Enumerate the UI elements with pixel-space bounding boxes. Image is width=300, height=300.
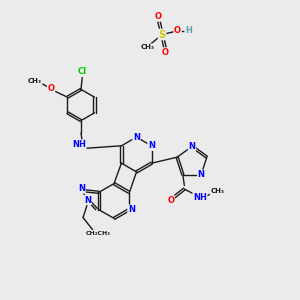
Text: N: N bbox=[78, 184, 85, 193]
Text: O: O bbox=[162, 48, 169, 57]
Text: N: N bbox=[84, 196, 91, 205]
Text: CH₃: CH₃ bbox=[28, 78, 42, 84]
Text: N: N bbox=[198, 170, 205, 179]
Text: S: S bbox=[158, 29, 166, 40]
Text: O: O bbox=[167, 196, 174, 205]
Text: NH: NH bbox=[72, 140, 86, 149]
Text: CH₃: CH₃ bbox=[210, 188, 224, 194]
Text: O: O bbox=[47, 84, 55, 93]
Text: CH₃: CH₃ bbox=[141, 44, 154, 50]
Text: N: N bbox=[188, 142, 196, 151]
Text: N: N bbox=[148, 141, 155, 150]
Text: O: O bbox=[155, 12, 162, 21]
Text: NH: NH bbox=[193, 193, 207, 202]
Text: O: O bbox=[174, 26, 181, 35]
Text: Cl: Cl bbox=[78, 68, 87, 76]
Text: N: N bbox=[133, 133, 140, 142]
Text: H: H bbox=[185, 26, 192, 35]
Text: N: N bbox=[128, 205, 135, 214]
Text: CH₂CH₃: CH₂CH₃ bbox=[85, 231, 110, 236]
